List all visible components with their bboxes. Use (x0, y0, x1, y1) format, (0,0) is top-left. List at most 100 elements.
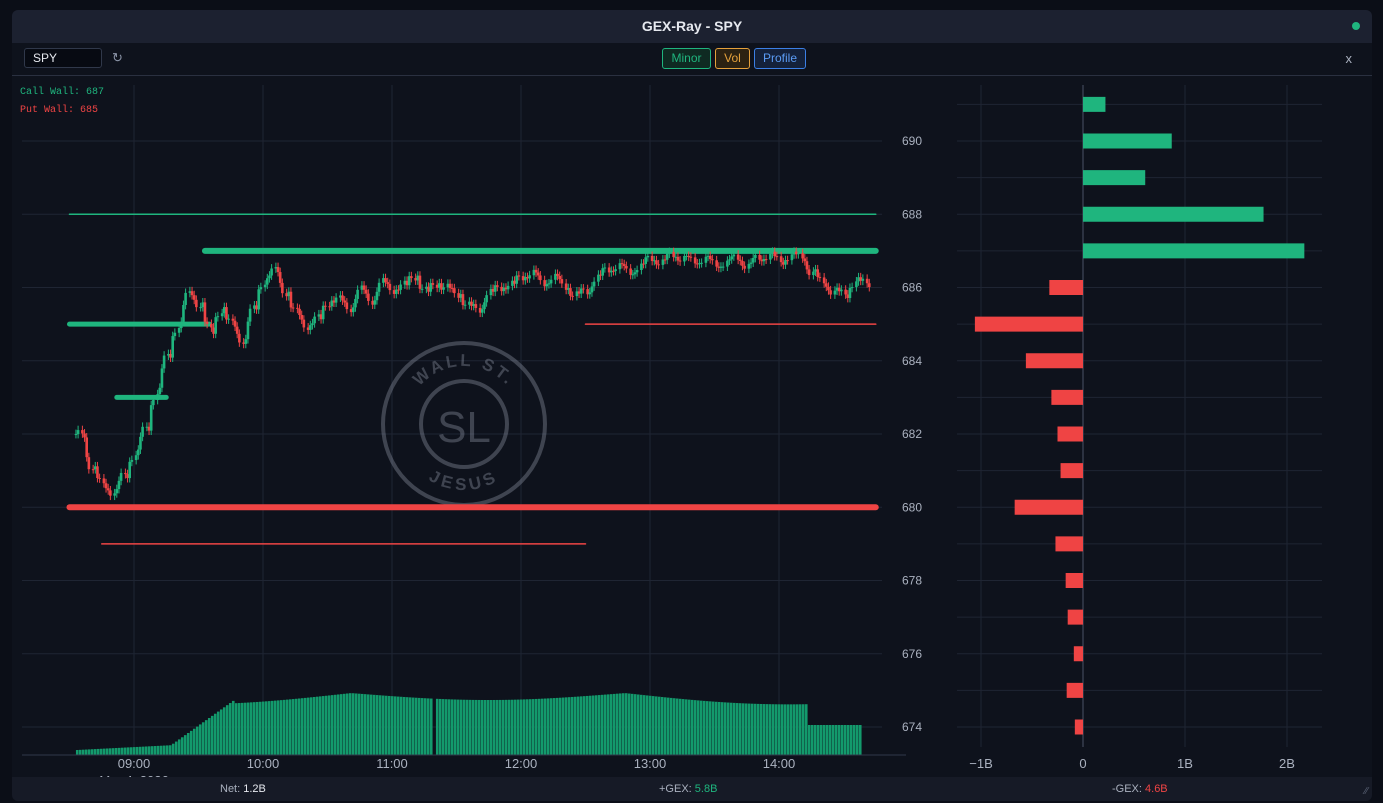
volume-bar (249, 702, 253, 755)
candle-body (687, 255, 690, 257)
candle-body (345, 302, 349, 310)
candle-body (446, 283, 450, 288)
candle-body (704, 256, 708, 263)
x-tick-label: 13:00 (634, 756, 667, 771)
candle-body (91, 469, 95, 471)
candle-body (343, 300, 346, 303)
candle-body (749, 262, 753, 264)
volume-bar (180, 737, 184, 755)
volume-bar (492, 699, 496, 755)
symbol-input[interactable] (24, 48, 102, 68)
volume-bar (327, 695, 331, 755)
volume-bar (849, 725, 853, 755)
volume-bar (126, 747, 130, 755)
volume-bar (210, 715, 214, 755)
candle-body (324, 305, 327, 307)
volume-bar (312, 696, 316, 755)
candle-body (571, 295, 574, 297)
gex-bar (1083, 133, 1172, 149)
volume-bar (615, 693, 619, 755)
candle-body (805, 261, 809, 270)
y-tick-label: 674 (902, 720, 922, 734)
candle-body (162, 355, 166, 369)
candle-body (631, 274, 635, 276)
candle-body (629, 268, 632, 275)
candle-body (468, 301, 471, 305)
x-tick-label: 11:00 (376, 756, 408, 771)
volume-bar (339, 694, 343, 755)
volume-bar (375, 695, 379, 755)
candle-body (771, 251, 774, 254)
volume-bar (738, 703, 742, 755)
candle-body (214, 317, 217, 334)
candle-body (698, 263, 701, 265)
candle-body (238, 333, 241, 343)
toolbar: ↻ Minor Vol Profile x (12, 43, 1372, 76)
resize-handle-icon[interactable]: ∕∕ (1364, 786, 1368, 797)
profile-toggle-button[interactable]: Profile (754, 48, 806, 69)
candle-body (334, 297, 338, 303)
candle-body (330, 300, 334, 307)
candle-body (470, 301, 473, 306)
volume-bar (576, 696, 580, 755)
candle-body (515, 275, 518, 284)
candle-body (678, 260, 682, 262)
candle-body (119, 472, 123, 481)
candle-body (760, 259, 764, 262)
candle-body (517, 275, 521, 277)
vol-toggle-button[interactable]: Vol (715, 48, 750, 69)
candle-body (683, 256, 686, 262)
window-title: GEX-Ray - SPY (641, 18, 743, 34)
candle-body (754, 254, 757, 258)
y-tick-label: 690 (902, 134, 922, 148)
candle-body (657, 264, 660, 266)
candle-body (545, 284, 549, 287)
candle-body (601, 268, 604, 276)
candle-body (661, 259, 665, 265)
candle-body (149, 405, 153, 431)
volume-bar (120, 747, 124, 755)
volume-bar (258, 701, 262, 755)
volume-bar (636, 694, 640, 755)
volume-bar (189, 730, 193, 755)
candle-body (726, 260, 729, 267)
volume-bar (108, 748, 112, 755)
candle-body (693, 257, 697, 264)
candle-body (302, 319, 306, 328)
volume-bar (756, 703, 760, 755)
candle-body (536, 272, 540, 276)
volume-bar (135, 746, 139, 755)
volume-bar (780, 704, 784, 755)
refresh-icon[interactable]: ↻ (112, 50, 123, 65)
price-chart[interactable]: SL WALL ST. JESUS 674 676 678 680 682 684 686 6… (12, 75, 1372, 777)
volume-bar (549, 698, 553, 755)
volume-bar (153, 746, 157, 755)
volume-bar (276, 700, 280, 755)
minor-toggle-button[interactable]: Minor (662, 48, 711, 69)
gex-bar (1067, 609, 1083, 625)
candle-body (764, 259, 768, 261)
candle-body (113, 493, 116, 496)
candle-body (837, 287, 841, 292)
candle-body (291, 307, 295, 309)
volume-bar (81, 749, 85, 755)
candle-body (332, 300, 336, 303)
candle-body (743, 265, 746, 269)
candle-body (356, 289, 359, 299)
candle-body (85, 437, 88, 458)
close-button[interactable]: x (1345, 51, 1353, 66)
volume-bar (450, 699, 454, 755)
y-tick-label: 686 (902, 281, 922, 295)
candle-body (539, 275, 542, 281)
volume-bar (123, 747, 127, 755)
negative-gex-stat: -GEX: 4.6B (1112, 783, 1168, 795)
volume-bar (453, 699, 457, 755)
volume-bar (273, 700, 277, 755)
candle-body (173, 332, 177, 337)
candle-body (857, 277, 860, 282)
volume-bar (252, 702, 256, 755)
volume-bar (630, 693, 634, 755)
net-stat: Net: 1.2B (220, 783, 266, 795)
candle-body (582, 288, 585, 290)
candle-body (579, 288, 583, 294)
